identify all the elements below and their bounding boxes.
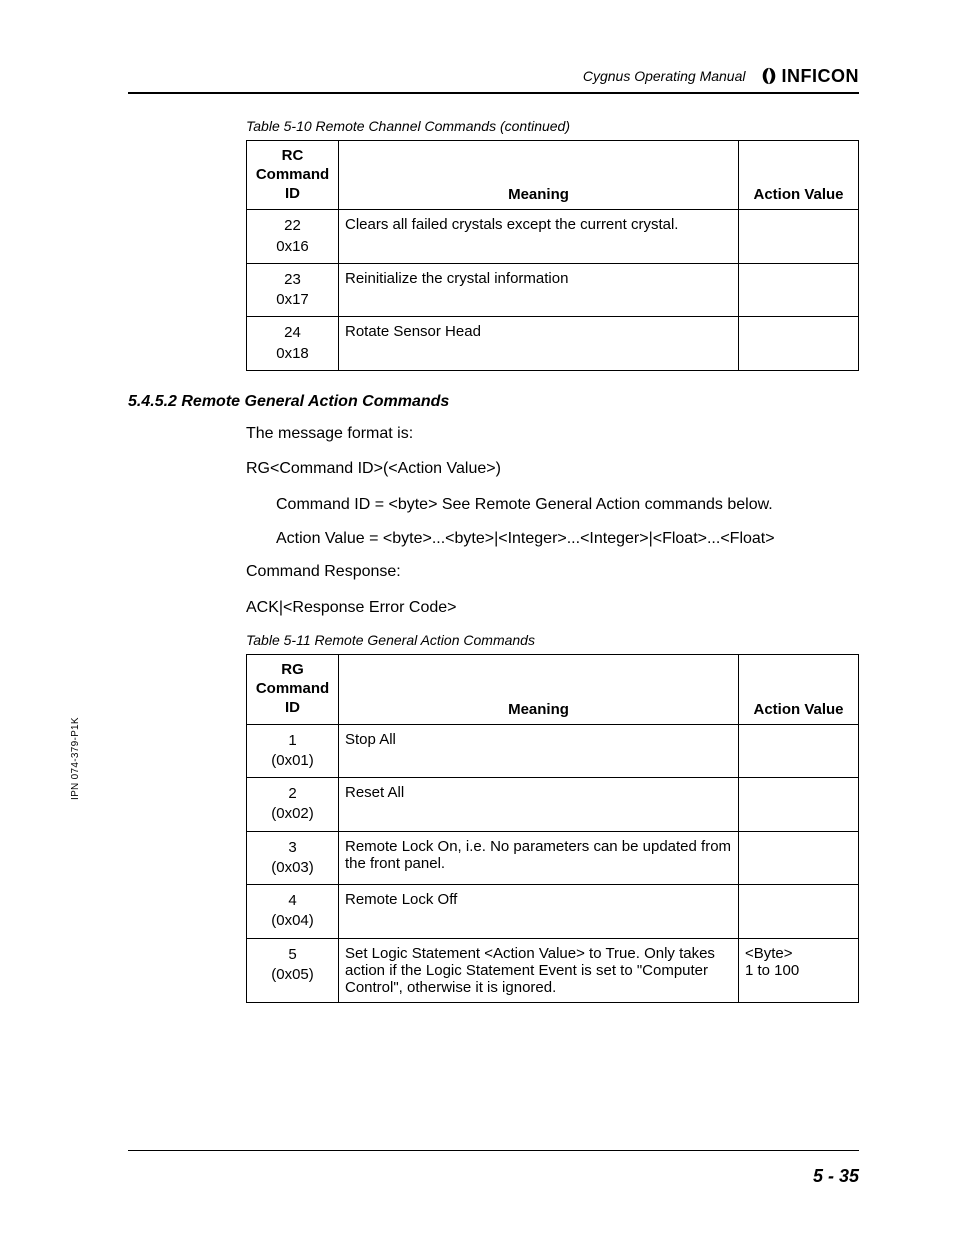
table1-th-meaning: Meaning (339, 141, 739, 210)
table2-cell-meaning: Remote Lock Off (339, 885, 739, 939)
id-dec: 3 (253, 838, 332, 858)
page-number: 5 - 35 (813, 1166, 859, 1187)
id-dec: 4 (253, 891, 332, 911)
id-hex: 0x18 (253, 344, 332, 364)
table1-th-action: Action Value (739, 141, 859, 210)
table1-row: 23 0x17 Reinitialize the crystal informa… (247, 263, 859, 317)
table2-cell-id: 3 (0x03) (247, 831, 339, 885)
side-label: IPN 074-379-P1K (70, 717, 81, 800)
table2-row: 2 (0x02) Reset All (247, 778, 859, 832)
table1-cell-id: 22 0x16 (247, 210, 339, 264)
brand-text: INFICON (782, 66, 860, 87)
table1-cell-action (739, 317, 859, 371)
sub-block: Command ID = <byte> See Remote General A… (276, 494, 859, 549)
th-id-l2: Command (253, 680, 332, 699)
id-hex: (0x02) (253, 804, 332, 824)
table1-caption: Table 5-10 Remote Channel Commands (cont… (246, 118, 859, 134)
table2-row: 4 (0x04) Remote Lock Off (247, 885, 859, 939)
table2-cell-id: 1 (0x01) (247, 724, 339, 778)
table1-cell-meaning: Rotate Sensor Head (339, 317, 739, 371)
id-hex: (0x05) (253, 965, 332, 985)
table1-header-row: RC Command ID Meaning Action Value (247, 141, 859, 210)
para-command-id: Command ID = <byte> See Remote General A… (276, 494, 859, 516)
para-action-value: Action Value = <byte>...<byte>|<Integer>… (276, 528, 859, 550)
table2-cell-action (739, 885, 859, 939)
th-id-l3: ID (253, 185, 332, 204)
id-hex: (0x01) (253, 751, 332, 771)
table2-row: 1 (0x01) Stop All (247, 724, 859, 778)
remote-channel-commands-table: RC Command ID Meaning Action Value 22 0x… (246, 140, 859, 371)
table2-cell-meaning: Remote Lock On, i.e. No parameters can b… (339, 831, 739, 885)
table1-row: 22 0x16 Clears all failed crystals excep… (247, 210, 859, 264)
table2-row: 3 (0x03) Remote Lock On, i.e. No paramet… (247, 831, 859, 885)
section-heading: 5.4.5.2 Remote General Action Commands (128, 393, 859, 411)
manual-title: Cygnus Operating Manual (583, 68, 746, 84)
table1-th-id: RC Command ID (247, 141, 339, 210)
brand-logo-icon (760, 67, 778, 85)
th-id-l2: Command (253, 166, 332, 185)
id-dec: 23 (253, 270, 332, 290)
id-dec: 2 (253, 784, 332, 804)
table2-cell-meaning: Set Logic Statement <Action Value> to Tr… (339, 938, 739, 1002)
table2-header-row: RG Command ID Meaning Action Value (247, 655, 859, 724)
id-dec: 1 (253, 731, 332, 751)
para-format: RG<Command ID>(<Action Value>) (246, 458, 859, 480)
table1-cell-action (739, 210, 859, 264)
table1-cell-action (739, 263, 859, 317)
id-hex: (0x03) (253, 858, 332, 878)
table1-cell-id: 24 0x18 (247, 317, 339, 371)
footer-rule (128, 1150, 859, 1151)
id-hex: (0x04) (253, 911, 332, 931)
table1-row: 24 0x18 Rotate Sensor Head (247, 317, 859, 371)
th-id-l1: RG (253, 661, 332, 680)
id-dec: 5 (253, 945, 332, 965)
table2-th-id: RG Command ID (247, 655, 339, 724)
page: Cygnus Operating Manual INFICON Table 5-… (0, 0, 954, 1235)
table2-cell-meaning: Reset All (339, 778, 739, 832)
body-block-2: Command Response: ACK|<Response Error Co… (246, 561, 859, 618)
page-header: Cygnus Operating Manual INFICON (128, 60, 859, 94)
para-response-intro: Command Response: (246, 561, 859, 583)
id-hex: 0x17 (253, 290, 332, 310)
brand-logo: INFICON (760, 66, 860, 87)
table2-row: 5 (0x05) Set Logic Statement <Action Val… (247, 938, 859, 1002)
table2-cell-action: <Byte> 1 to 100 (739, 938, 859, 1002)
body-block: The message format is: RG<Command ID>(<A… (246, 423, 859, 480)
table2-cell-action (739, 831, 859, 885)
th-id-l1: RC (253, 147, 332, 166)
table2-cell-id: 2 (0x02) (247, 778, 339, 832)
table2-th-action: Action Value (739, 655, 859, 724)
table2-th-meaning: Meaning (339, 655, 739, 724)
th-id-l3: ID (253, 699, 332, 718)
id-dec: 24 (253, 323, 332, 343)
id-dec: 22 (253, 216, 332, 236)
table2-cell-id: 5 (0x05) (247, 938, 339, 1002)
content-area: Table 5-10 Remote Channel Commands (cont… (128, 118, 859, 1003)
para-format-intro: The message format is: (246, 423, 859, 445)
table2-cell-id: 4 (0x04) (247, 885, 339, 939)
table2-cell-action (739, 724, 859, 778)
table1-cell-id: 23 0x17 (247, 263, 339, 317)
table2-caption: Table 5-11 Remote General Action Command… (246, 632, 859, 648)
table1-cell-meaning: Clears all failed crystals except the cu… (339, 210, 739, 264)
para-response: ACK|<Response Error Code> (246, 597, 859, 619)
remote-general-action-commands-table: RG Command ID Meaning Action Value 1 (0x… (246, 654, 859, 1002)
table2-cell-action (739, 778, 859, 832)
table1-cell-meaning: Reinitialize the crystal information (339, 263, 739, 317)
id-hex: 0x16 (253, 237, 332, 257)
table2-cell-meaning: Stop All (339, 724, 739, 778)
